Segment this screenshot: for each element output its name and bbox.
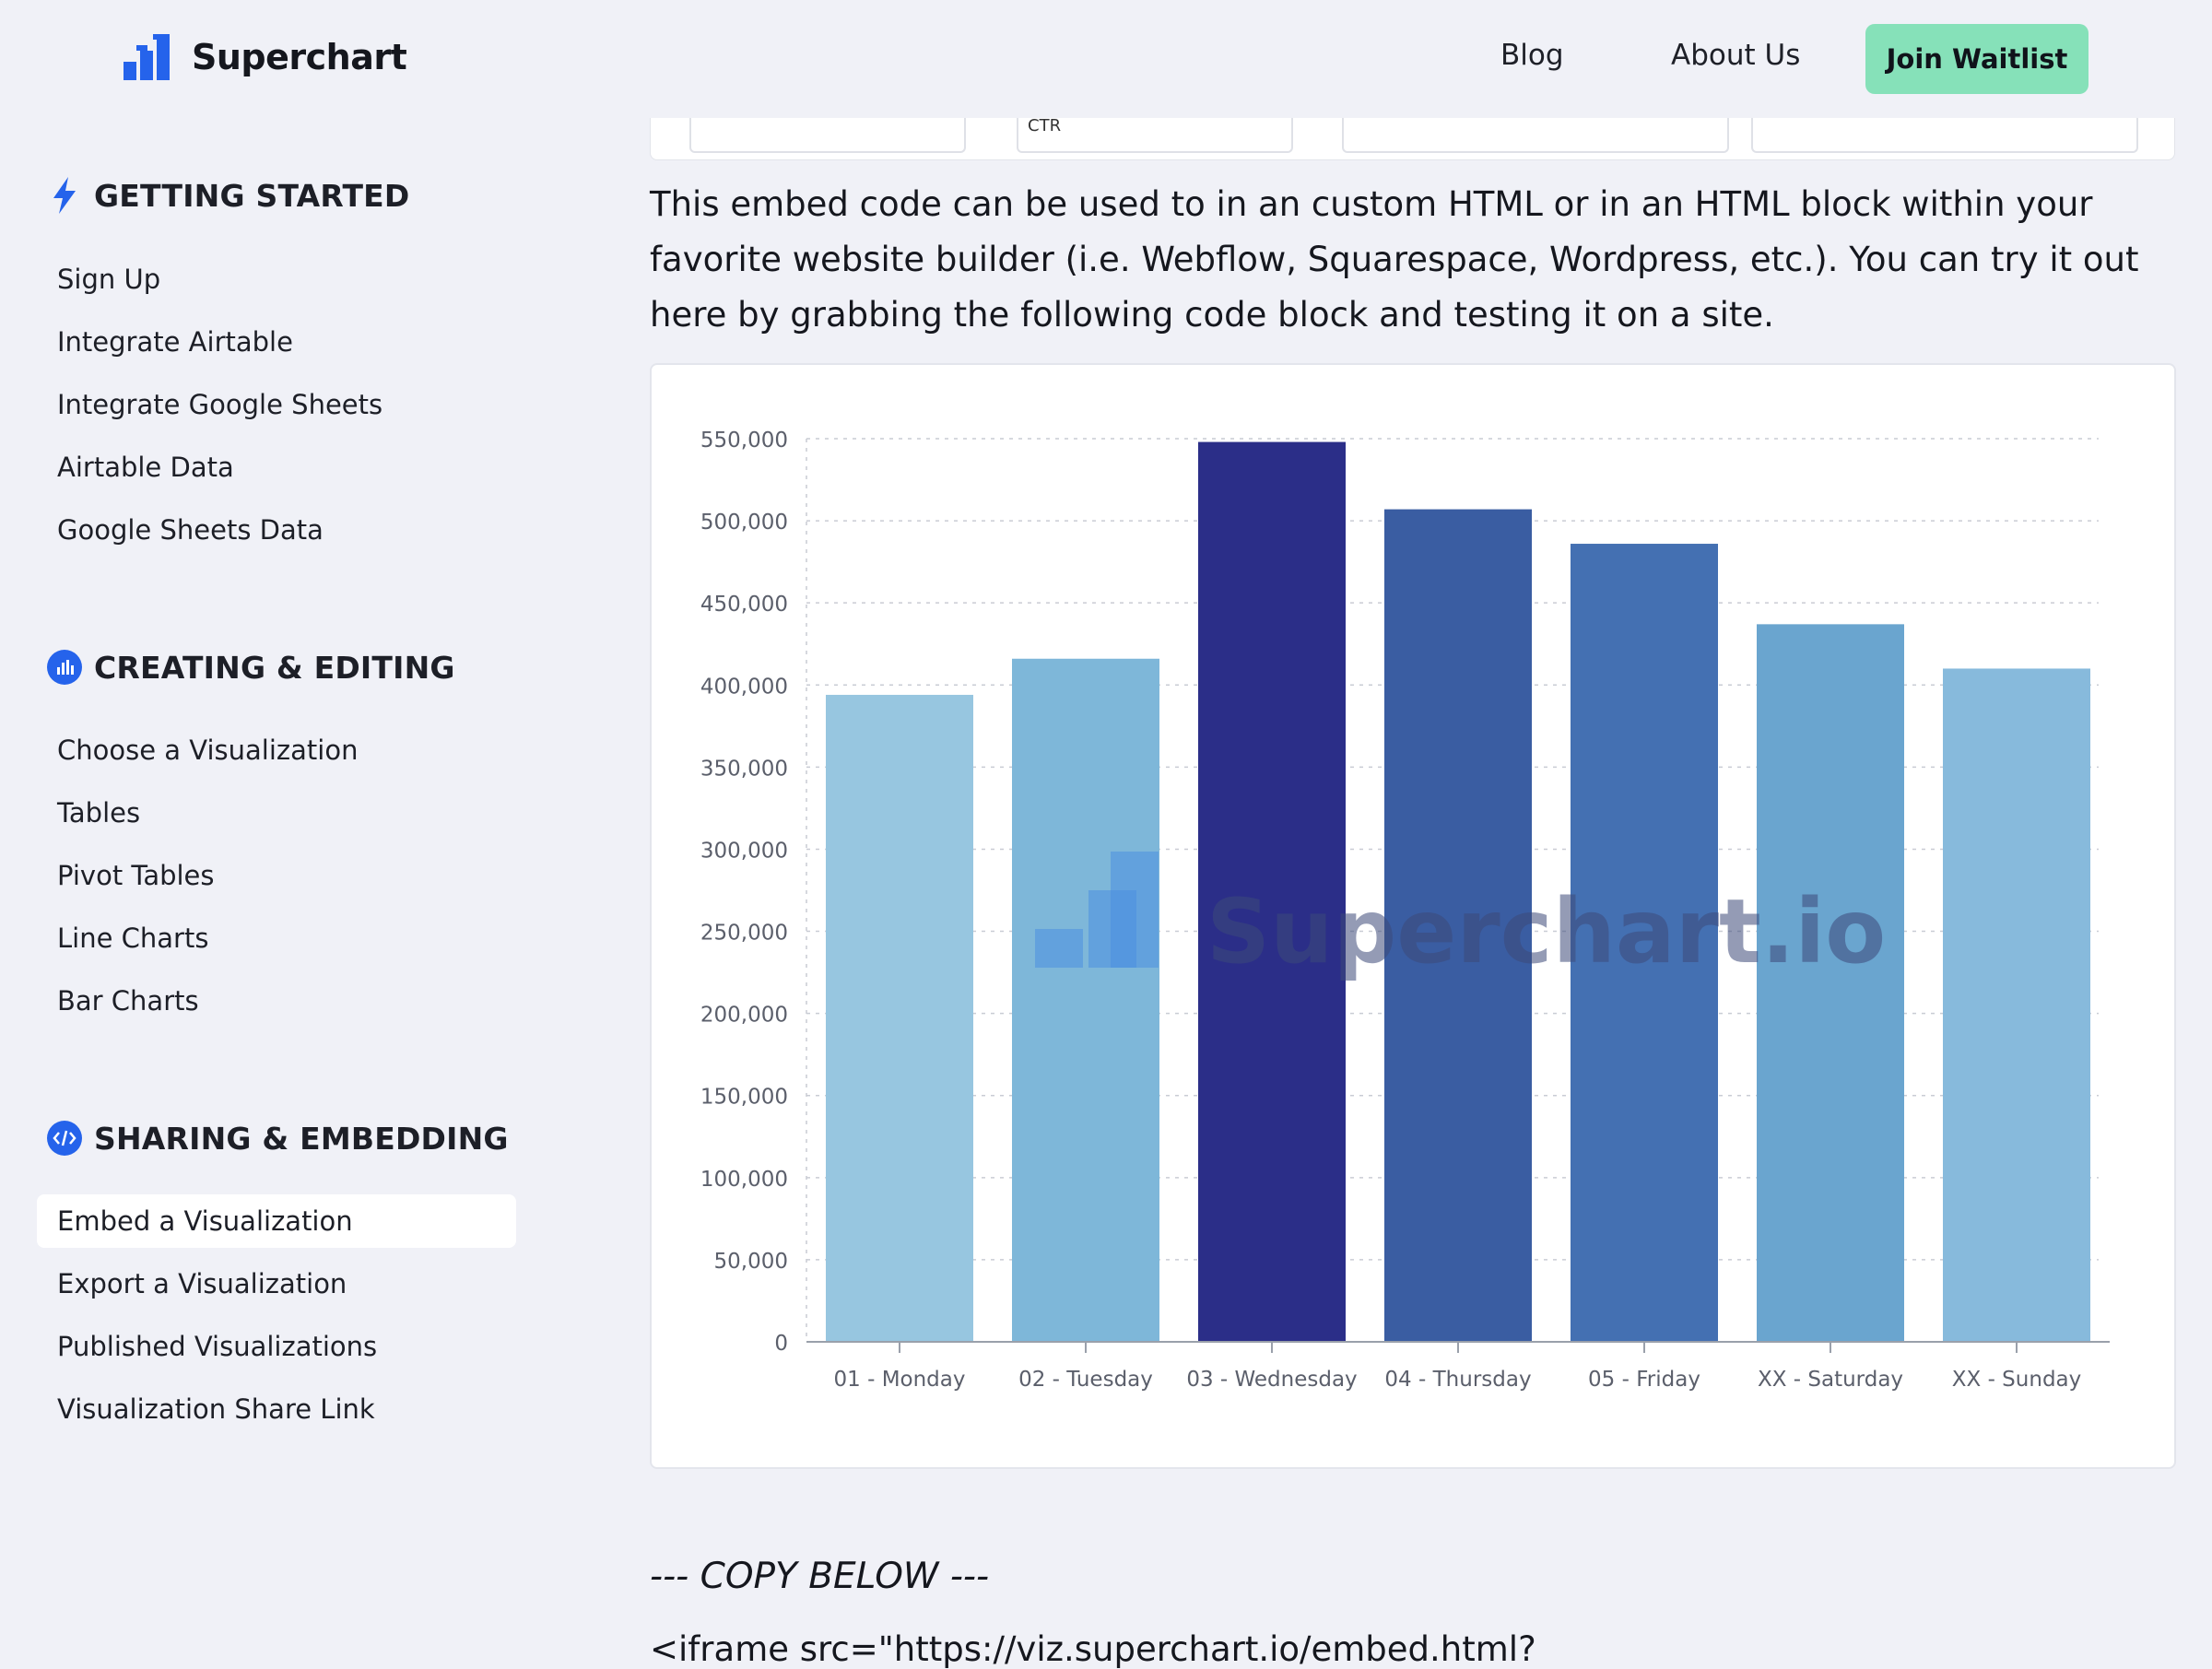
iframe-code-line[interactable]: <iframe src="https://viz.superchart.io/e… [650,1629,1536,1669]
bar[interactable] [1012,658,1159,1342]
top-header: Superchart Blog About Us Join Waitlist [0,0,2212,118]
intro-paragraph: This embed code can be used to in an cus… [650,184,2139,335]
x-tick-label: 05 - Friday [1588,1368,1700,1392]
y-tick-label: 300,000 [700,839,788,863]
bar[interactable] [1571,544,1718,1342]
sidebar-item-published-visualizations[interactable]: Published Visualizations [57,1331,378,1362]
fragment-box [1017,118,1293,153]
section-title: GETTING STARTED [94,177,410,214]
sidebar-item-bar-charts[interactable]: Bar Charts [57,985,199,1017]
copy-below-label: --- COPY BELOW --- [650,1556,990,1597]
code-icon [46,1120,83,1157]
y-tick-label: 450,000 [700,593,788,617]
x-tick-label: 01 - Monday [834,1368,966,1392]
y-tick-label: 250,000 [700,922,788,946]
bar[interactable] [1198,441,1346,1343]
sidebar-item-line-charts[interactable]: Line Charts [57,923,209,954]
section-sharing-embedding: SHARING & EMBEDDING [46,1120,509,1157]
y-tick-label: 200,000 [700,1004,788,1028]
nav-blog-link[interactable]: Blog [1500,39,1564,72]
x-tick-label: 04 - Thursday [1384,1368,1531,1392]
sidebar-item-integrate-airtable[interactable]: Integrate Airtable [57,326,293,358]
sidebar-item-pivot-tables[interactable]: Pivot Tables [57,860,215,891]
sidebar-item-integrate-google-sheets[interactable]: Integrate Google Sheets [57,389,383,420]
x-tick-label: 03 - Wednesday [1186,1368,1357,1392]
bar[interactable] [826,694,973,1342]
bar-chart-icon [46,649,83,686]
bar[interactable] [1384,509,1532,1342]
y-tick-label: 50,000 [714,1250,788,1274]
sidebar-item-airtable-data[interactable]: Airtable Data [57,452,234,483]
nav-about-link[interactable]: About Us [1671,39,1801,72]
sidebar-item-choose-visualization[interactable]: Choose a Visualization [57,735,359,766]
sidebar-item-embed-visualization[interactable]: Embed a Visualization [37,1194,516,1248]
x-tick-label: 02 - Tuesday [1018,1368,1153,1392]
superchart-logo-icon [124,34,170,80]
section-title: SHARING & EMBEDDING [94,1120,509,1157]
fragment-label: CTR [1028,116,1062,135]
sidebar-item-google-sheets-data[interactable]: Google Sheets Data [57,514,324,546]
brand-logo[interactable]: Superchart [124,33,407,81]
watermark-text: Superchart.io [1206,880,1886,983]
section-getting-started: GETTING STARTED [46,177,410,214]
sidebar-item-export-visualization[interactable]: Export a Visualization [57,1268,347,1299]
y-tick-label: 500,000 [700,511,788,535]
section-creating-editing: CREATING & EDITING [46,649,455,686]
y-tick-label: 100,000 [700,1168,788,1192]
lightning-icon [46,177,83,214]
brand-name: Superchart [192,37,407,77]
bar-chart: 0 50,000 100,000 150,000 200,000 250,000 300,0… [700,429,2110,1392]
sidebar-item-visualization-share-link[interactable]: Visualization Share Link [57,1393,375,1425]
section-title: CREATING & EDITING [94,649,455,686]
fragment-box [689,118,966,153]
y-tick-label: 150,000 [700,1086,788,1110]
y-tick-label: 350,000 [700,757,788,781]
y-tick-label: 550,000 [700,429,788,453]
bar[interactable] [1757,624,1904,1342]
x-tick-label: XX - Saturday [1758,1368,1903,1392]
join-waitlist-button[interactable]: Join Waitlist [1865,24,2088,94]
y-tick-label: 400,000 [700,675,788,699]
fragment-box [1342,118,1729,153]
sidebar-item-sign-up[interactable]: Sign Up [57,264,161,295]
bar[interactable] [1943,668,2090,1342]
fragment-box [1751,118,2138,153]
y-tick-label: 0 [774,1332,788,1356]
x-tick-label: XX - Sunday [1952,1368,2082,1392]
previous-screenshot-fragment [650,118,2175,160]
sidebar-item-tables[interactable]: Tables [57,797,141,829]
chart-card: 0 50,000 100,000 150,000 200,000 250,000 300,0… [650,363,2176,1469]
watermark: Superchart.io [1035,852,1886,983]
